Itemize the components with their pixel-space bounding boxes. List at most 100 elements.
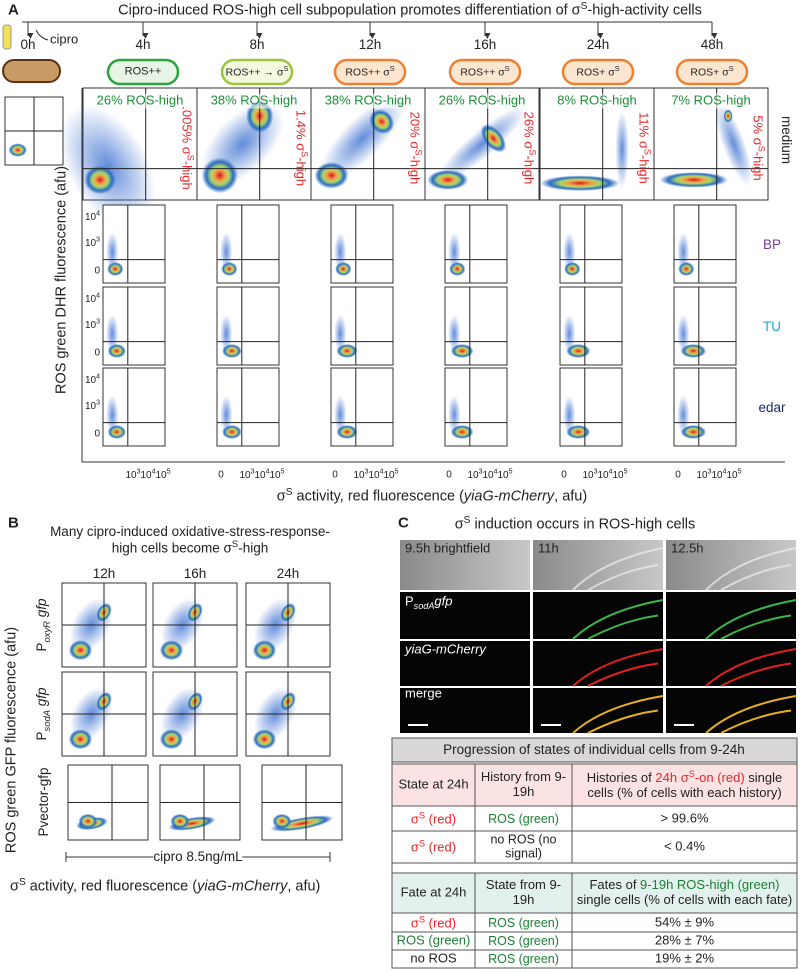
label: 16h (473, 37, 497, 53)
text-part: 10 (84, 211, 97, 223)
text-part: 10 (239, 469, 251, 481)
text-part: 5 (280, 468, 285, 476)
label: 0h (20, 37, 36, 53)
cell-density (563, 395, 576, 435)
micrograph (666, 540, 796, 590)
text-part: 3 (136, 468, 141, 476)
cell-density (8, 143, 28, 157)
cell-density (220, 395, 233, 435)
text-part: yiaG-mCherry (197, 878, 288, 895)
label: 0 (218, 469, 224, 481)
micrograph (666, 641, 796, 686)
cell-density (715, 101, 753, 187)
cell-icon (2, 59, 61, 83)
label: 103 (85, 237, 100, 250)
cell-filament (705, 547, 797, 591)
table-header-bg (391, 763, 798, 807)
cell-density (677, 395, 690, 435)
text-part: 1.4% σ (293, 109, 309, 152)
text-part: 4 (265, 468, 270, 476)
text-part: 5 (394, 468, 399, 476)
cell-density (615, 110, 629, 189)
text-part: 3 (593, 468, 598, 476)
label: 103 (85, 319, 100, 332)
text-part: S (614, 64, 620, 74)
text-part: 10 (269, 469, 281, 481)
text-part: 10 (84, 237, 97, 249)
cell-density (334, 395, 347, 435)
label: ROS (green) (488, 915, 559, 930)
text-part: 3 (96, 399, 100, 407)
label: 103 (239, 469, 254, 482)
text-part: -high (293, 157, 309, 187)
label: 38% ROS-high (210, 92, 298, 109)
text-part: 4 (96, 292, 100, 300)
text-part: (red) (425, 915, 457, 931)
text-part: P (34, 731, 50, 741)
text-part: σ (276, 488, 286, 505)
label: 4h (135, 37, 151, 53)
label: σS (red) (411, 810, 456, 827)
text-part: Histories of (586, 770, 656, 786)
text-part: S (688, 768, 695, 779)
text-part: 10 (155, 469, 167, 481)
label: 26% ROS-high (96, 92, 184, 109)
label: 0 (561, 469, 567, 481)
label: ROS (green) (488, 811, 559, 826)
text-part: Many cipro-induced oxidative-stress-resp… (50, 524, 330, 556)
label: ROS+ σS (576, 64, 620, 79)
text-part: 0 (218, 469, 224, 481)
cell-density (252, 729, 277, 750)
label: 104 (597, 469, 612, 482)
label: 105 (726, 469, 741, 482)
text-part: single cells (% of cells with each fate) (576, 892, 793, 907)
text-part: 0 (332, 469, 338, 481)
text-part: -high (238, 540, 269, 556)
text-part: activity, red fluorescence ( (25, 878, 198, 895)
cell-icon (561, 58, 635, 86)
text-part: ROS++ σ (460, 66, 505, 79)
label: B (8, 514, 19, 532)
text-part: S (283, 64, 289, 74)
label: 104 (482, 469, 497, 482)
text-part: Cipro-induced ROS-high cell subpopulatio… (118, 2, 581, 19)
text-part: 0 (675, 469, 681, 481)
text-part: S (504, 64, 510, 74)
text-part: yiaG-mCherry (463, 488, 555, 505)
cell-density (677, 314, 690, 354)
text-part: σ (10, 878, 19, 895)
text-part: induction occurs in ROS-high cells (470, 516, 696, 533)
text-part: 3 (250, 468, 255, 476)
text-part: S (463, 514, 471, 526)
cell-density (159, 640, 184, 661)
label: 12h (358, 37, 382, 53)
text-part: -high (750, 151, 766, 181)
text-part: S (418, 913, 426, 924)
label: 12.5h (671, 540, 704, 556)
cell-density (106, 232, 119, 272)
label: 105 (497, 469, 512, 482)
cell-density (78, 813, 98, 829)
text-part: S (580, 0, 588, 12)
label: PsodA gfp (34, 687, 54, 740)
cell-density (369, 109, 395, 135)
text-part: single cells (% of cells with each histo… (587, 770, 783, 801)
cell-density (201, 157, 239, 194)
text-part: 20% σ (407, 111, 423, 150)
text-part: 9-19h ROS-high (green) (640, 877, 780, 893)
label: 28% ± 7% (654, 932, 715, 948)
label: medium (778, 115, 794, 165)
cell-density (448, 395, 461, 435)
label: 105 (269, 469, 284, 482)
micrograph (400, 540, 530, 590)
label: PoxyR gfp (34, 598, 54, 651)
label: 11% σS-high (635, 112, 652, 184)
label: Fate at 24h (396, 885, 471, 901)
label: 11h (538, 540, 559, 556)
cell-density (437, 105, 527, 183)
text-part: ROS+ σ (576, 66, 615, 79)
label: ROS green DHR fluorescence (afu) (53, 165, 70, 395)
text-part: 10 (383, 469, 395, 481)
cell-density (159, 729, 184, 750)
